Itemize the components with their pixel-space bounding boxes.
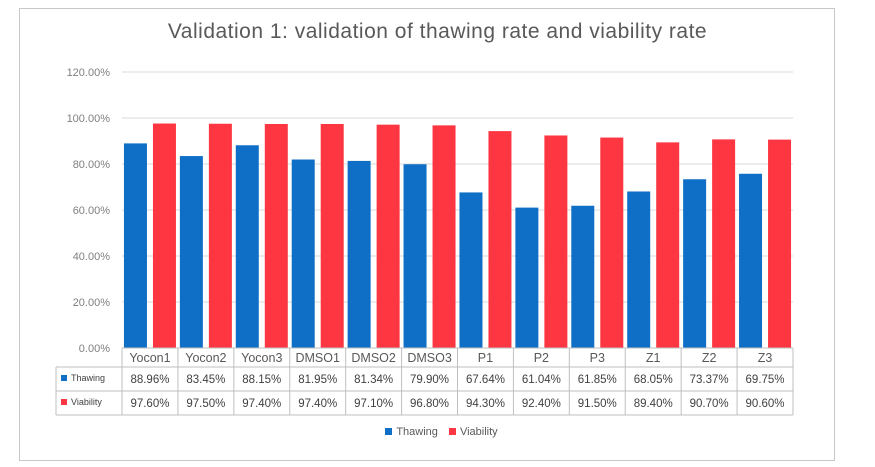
category-label: Yocon2 bbox=[185, 351, 226, 365]
category-label: Z2 bbox=[702, 351, 717, 365]
data-table-cell: 88.96% bbox=[130, 374, 169, 386]
category-label: DMSO2 bbox=[351, 351, 396, 365]
bar-viability-p2 bbox=[544, 135, 568, 348]
bar-thawing-yocon3 bbox=[235, 145, 259, 348]
data-table-cell: 92.40% bbox=[522, 398, 561, 410]
chart-title: Validation 1: validation of thawing rate… bbox=[167, 20, 708, 43]
category-label: DMSO1 bbox=[295, 351, 340, 365]
bar-thawing-p2 bbox=[515, 207, 539, 348]
bar-thawing-z2 bbox=[683, 179, 707, 348]
bar-viability-z2 bbox=[712, 139, 736, 348]
data-table-cell: 83.45% bbox=[186, 374, 225, 386]
data-table-cell: 81.34% bbox=[354, 374, 393, 386]
category-label: P2 bbox=[534, 351, 549, 365]
category-label: P3 bbox=[590, 351, 605, 365]
bar-thawing-dmso1 bbox=[291, 159, 315, 348]
data-table-cell: 90.60% bbox=[746, 398, 785, 410]
data-table-cell: 97.60% bbox=[130, 398, 169, 410]
data-table-cell: 97.50% bbox=[186, 398, 225, 410]
legend-swatch-viability bbox=[448, 428, 456, 435]
y-tick-label: 0.00% bbox=[79, 343, 110, 355]
bar-viability-yocon3 bbox=[264, 123, 288, 348]
bar-thawing-yocon2 bbox=[179, 156, 203, 348]
data-table-cell: 91.50% bbox=[578, 398, 617, 410]
category-label: DMSO3 bbox=[407, 351, 452, 365]
table-series-label: Thawing bbox=[71, 373, 105, 383]
table-key-thawing bbox=[61, 375, 67, 381]
data-table-cell: 73.37% bbox=[690, 374, 729, 386]
bar-thawing-dmso2 bbox=[347, 160, 371, 348]
data-table-cell: 61.85% bbox=[578, 374, 617, 386]
data-table-cell: 69.75% bbox=[746, 374, 785, 386]
bar-viability-p3 bbox=[600, 137, 624, 348]
legend-label-thawing: Thawing bbox=[396, 426, 438, 438]
bar-viability-z3 bbox=[768, 139, 792, 348]
y-tick-label: 60.00% bbox=[73, 205, 111, 217]
category-label: Yocon1 bbox=[129, 351, 170, 365]
y-tick-label: 20.00% bbox=[73, 297, 111, 309]
category-label: Z1 bbox=[646, 351, 661, 365]
bar-viability-z1 bbox=[656, 142, 680, 348]
data-table-cell: 97.40% bbox=[298, 398, 337, 410]
bar-thawing-z1 bbox=[627, 191, 651, 348]
bar-viability-dmso1 bbox=[320, 123, 344, 348]
y-tick-label: 120.00% bbox=[67, 67, 111, 79]
data-table-cell: 96.80% bbox=[410, 398, 449, 410]
y-tick-label: 80.00% bbox=[73, 159, 111, 171]
data-table-cell: 61.04% bbox=[522, 374, 561, 386]
data-table-cell: 68.05% bbox=[634, 374, 673, 386]
bar-thawing-dmso3 bbox=[403, 164, 427, 348]
legend: Thawing Viability bbox=[0, 426, 875, 438]
data-table-cell: 89.40% bbox=[634, 398, 673, 410]
bar-thawing-p3 bbox=[571, 205, 595, 348]
bar-thawing-p1 bbox=[459, 192, 483, 348]
data-table-cell: 67.64% bbox=[466, 374, 505, 386]
bar-viability-dmso3 bbox=[432, 125, 456, 348]
legend-swatch-thawing bbox=[385, 428, 393, 435]
bar-viability-p1 bbox=[488, 131, 512, 348]
legend-label-viability: Viability bbox=[459, 426, 498, 438]
data-table-cell: 81.95% bbox=[298, 374, 337, 386]
y-tick-label: 100.00% bbox=[67, 113, 111, 125]
bar-viability-yocon1 bbox=[152, 123, 176, 349]
category-label: Yocon3 bbox=[241, 351, 282, 365]
bar-thawing-yocon1 bbox=[123, 143, 147, 348]
table-series-label: Viability bbox=[71, 397, 102, 407]
bar-thawing-z3 bbox=[739, 173, 763, 348]
table-key-viability bbox=[61, 399, 67, 405]
data-table-cell: 97.40% bbox=[242, 398, 281, 410]
bar-viability-dmso2 bbox=[376, 124, 400, 348]
data-table-cell: 90.70% bbox=[690, 398, 729, 410]
y-tick-label: 40.00% bbox=[73, 251, 111, 263]
data-table-cell: 88.15% bbox=[242, 374, 281, 386]
bar-viability-yocon2 bbox=[208, 123, 232, 348]
category-label: Z3 bbox=[758, 351, 773, 365]
data-table-cell: 97.10% bbox=[354, 398, 393, 410]
category-label: P1 bbox=[478, 351, 493, 365]
data-table-cell: 94.30% bbox=[466, 398, 505, 410]
data-table-cell: 79.90% bbox=[410, 374, 449, 386]
